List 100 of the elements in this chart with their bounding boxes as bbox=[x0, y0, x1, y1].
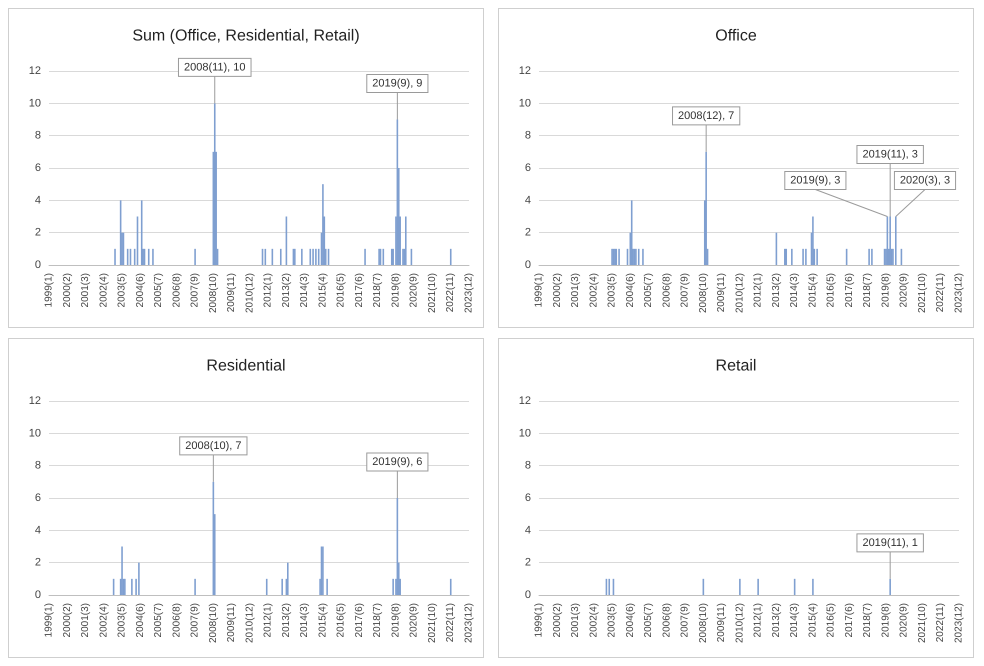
x-tick-label: 2004(6) bbox=[134, 603, 146, 638]
y-tick-label: 2 bbox=[34, 556, 41, 569]
y-tick-label: 6 bbox=[524, 492, 531, 504]
x-tick-label: 2015(4) bbox=[807, 603, 818, 638]
x-tick-label: 2001(3) bbox=[80, 273, 92, 308]
y-tick-label: 6 bbox=[524, 162, 531, 174]
chart-title: Office bbox=[715, 28, 757, 44]
x-tick-label: 1999(1) bbox=[44, 603, 54, 638]
y-tick-label: 6 bbox=[34, 492, 41, 504]
x-tick-label: 2018(7) bbox=[372, 603, 384, 638]
x-tick-label: 2016(5) bbox=[826, 603, 837, 638]
x-tick-label: 2006(8) bbox=[171, 273, 182, 308]
x-tick-label: 2021(10) bbox=[426, 603, 438, 644]
x-tick-label: 2022(11) bbox=[935, 603, 946, 642]
x-tick-label: 2004(6) bbox=[624, 603, 636, 638]
y-tick-label: 0 bbox=[34, 589, 41, 601]
x-tick-label: 2020(9) bbox=[408, 603, 420, 638]
x-tick-label: 2022(11) bbox=[445, 603, 456, 642]
x-tick-label: 2019(8) bbox=[390, 603, 402, 638]
x-tick-label: 2007(9) bbox=[190, 603, 201, 638]
x-tick-label: 2012(1) bbox=[262, 273, 274, 308]
x-tick-label: 2007(9) bbox=[680, 603, 691, 638]
x-tick-label: 1999(1) bbox=[534, 273, 544, 308]
y-tick-label: 10 bbox=[518, 97, 531, 110]
y-tick-label: 2 bbox=[524, 556, 531, 569]
x-tick-label: 2016(5) bbox=[826, 273, 837, 308]
x-tick-label: 2010(12) bbox=[734, 603, 746, 644]
y-tick-label: 4 bbox=[524, 524, 531, 536]
x-tick-label: 2003(5) bbox=[116, 603, 128, 638]
x-tick-label: 2006(8) bbox=[171, 603, 182, 638]
x-tick-label: 2007(9) bbox=[190, 273, 201, 308]
x-tick-label: 2015(4) bbox=[807, 273, 818, 308]
x-tick-label: 2008(10) bbox=[698, 273, 709, 314]
x-tick-label: 2008(10) bbox=[208, 603, 219, 644]
x-tick-label: 2020(9) bbox=[408, 273, 420, 308]
annotation: 2019(9), 9 bbox=[372, 78, 422, 90]
x-tick-label: 2004(6) bbox=[624, 273, 636, 308]
x-tick-label: 2003(5) bbox=[116, 273, 128, 308]
y-tick-label: 12 bbox=[518, 395, 531, 407]
x-tick-label: 2013(2) bbox=[770, 603, 782, 638]
x-tick-label: 2007(9) bbox=[680, 273, 691, 308]
y-tick-label: 4 bbox=[34, 524, 41, 536]
x-tick-label: 2019(8) bbox=[390, 273, 402, 308]
x-tick-label: 2013(2) bbox=[280, 603, 292, 638]
annotation: 2008(11), 10 bbox=[184, 61, 246, 74]
x-tick-label: 2005(7) bbox=[153, 603, 164, 638]
x-tick-label: 2016(5) bbox=[336, 603, 347, 638]
annotation: 2008(12), 7 bbox=[678, 110, 734, 122]
x-tick-label: 2006(8) bbox=[661, 603, 672, 638]
x-tick-label: 2018(7) bbox=[862, 273, 874, 308]
x-tick-label: 2012(1) bbox=[262, 603, 274, 638]
annotation: 2019(11), 3 bbox=[862, 148, 918, 160]
y-tick-label: 4 bbox=[34, 194, 41, 206]
x-tick-label: 2014(3) bbox=[299, 273, 310, 308]
y-tick-label: 12 bbox=[28, 65, 41, 77]
y-tick-label: 6 bbox=[34, 162, 41, 174]
x-tick-label: 2004(6) bbox=[134, 273, 146, 308]
x-tick-label: 2016(5) bbox=[336, 273, 347, 308]
x-tick-label: 1999(1) bbox=[44, 273, 54, 308]
x-tick-label: 2001(3) bbox=[570, 603, 582, 638]
annotation: 2008(10), 7 bbox=[185, 440, 242, 452]
y-tick-label: 8 bbox=[34, 460, 41, 472]
annotation: 2020(3), 3 bbox=[900, 174, 950, 186]
chart-title: Residential bbox=[206, 358, 286, 374]
y-tick-label: 0 bbox=[524, 589, 531, 601]
x-tick-label: 2014(3) bbox=[299, 603, 310, 638]
x-tick-label: 2023(12) bbox=[464, 273, 474, 314]
x-tick-label: 2000(2) bbox=[62, 273, 73, 308]
x-tick-label: 2002(4) bbox=[588, 273, 600, 308]
x-tick-label: 2005(7) bbox=[153, 273, 164, 308]
x-tick-label: 2014(3) bbox=[789, 273, 800, 308]
x-tick-label: 2017(6) bbox=[844, 273, 855, 308]
y-tick-label: 4 bbox=[524, 194, 531, 206]
chart-title: Sum (Office, Residential, Retail) bbox=[132, 28, 360, 44]
x-tick-label: 2022(11) bbox=[935, 273, 946, 312]
chart-title: Retail bbox=[716, 358, 756, 374]
x-tick-label: 2013(2) bbox=[280, 273, 292, 308]
x-tick-label: 2005(7) bbox=[643, 273, 654, 308]
x-tick-label: 2000(2) bbox=[552, 603, 563, 638]
x-tick-label: 2012(1) bbox=[752, 273, 764, 308]
x-tick-label: 2017(6) bbox=[844, 603, 855, 638]
y-tick-label: 0 bbox=[34, 259, 41, 271]
x-tick-label: 2021(10) bbox=[916, 273, 928, 314]
x-tick-label: 2008(10) bbox=[208, 273, 219, 314]
y-tick-label: 10 bbox=[518, 427, 531, 440]
x-tick-label: 2009(11) bbox=[716, 603, 728, 642]
x-tick-label: 2017(6) bbox=[354, 273, 365, 308]
y-tick-label: 8 bbox=[34, 130, 41, 142]
annotation: 2019(11), 1 bbox=[862, 536, 918, 549]
y-tick-label: 2 bbox=[34, 226, 41, 239]
x-tick-label: 2009(11) bbox=[716, 273, 728, 312]
x-tick-label: 2000(2) bbox=[552, 273, 563, 308]
y-tick-label: 8 bbox=[524, 130, 531, 142]
x-tick-label: 2014(3) bbox=[789, 603, 800, 638]
annotation: 2019(9), 3 bbox=[790, 174, 840, 186]
y-tick-label: 10 bbox=[28, 97, 41, 110]
x-tick-label: 2006(8) bbox=[661, 273, 672, 308]
x-tick-label: 2022(11) bbox=[445, 273, 456, 312]
x-tick-label: 2019(8) bbox=[880, 273, 892, 308]
x-tick-label: 2015(4) bbox=[317, 603, 328, 638]
